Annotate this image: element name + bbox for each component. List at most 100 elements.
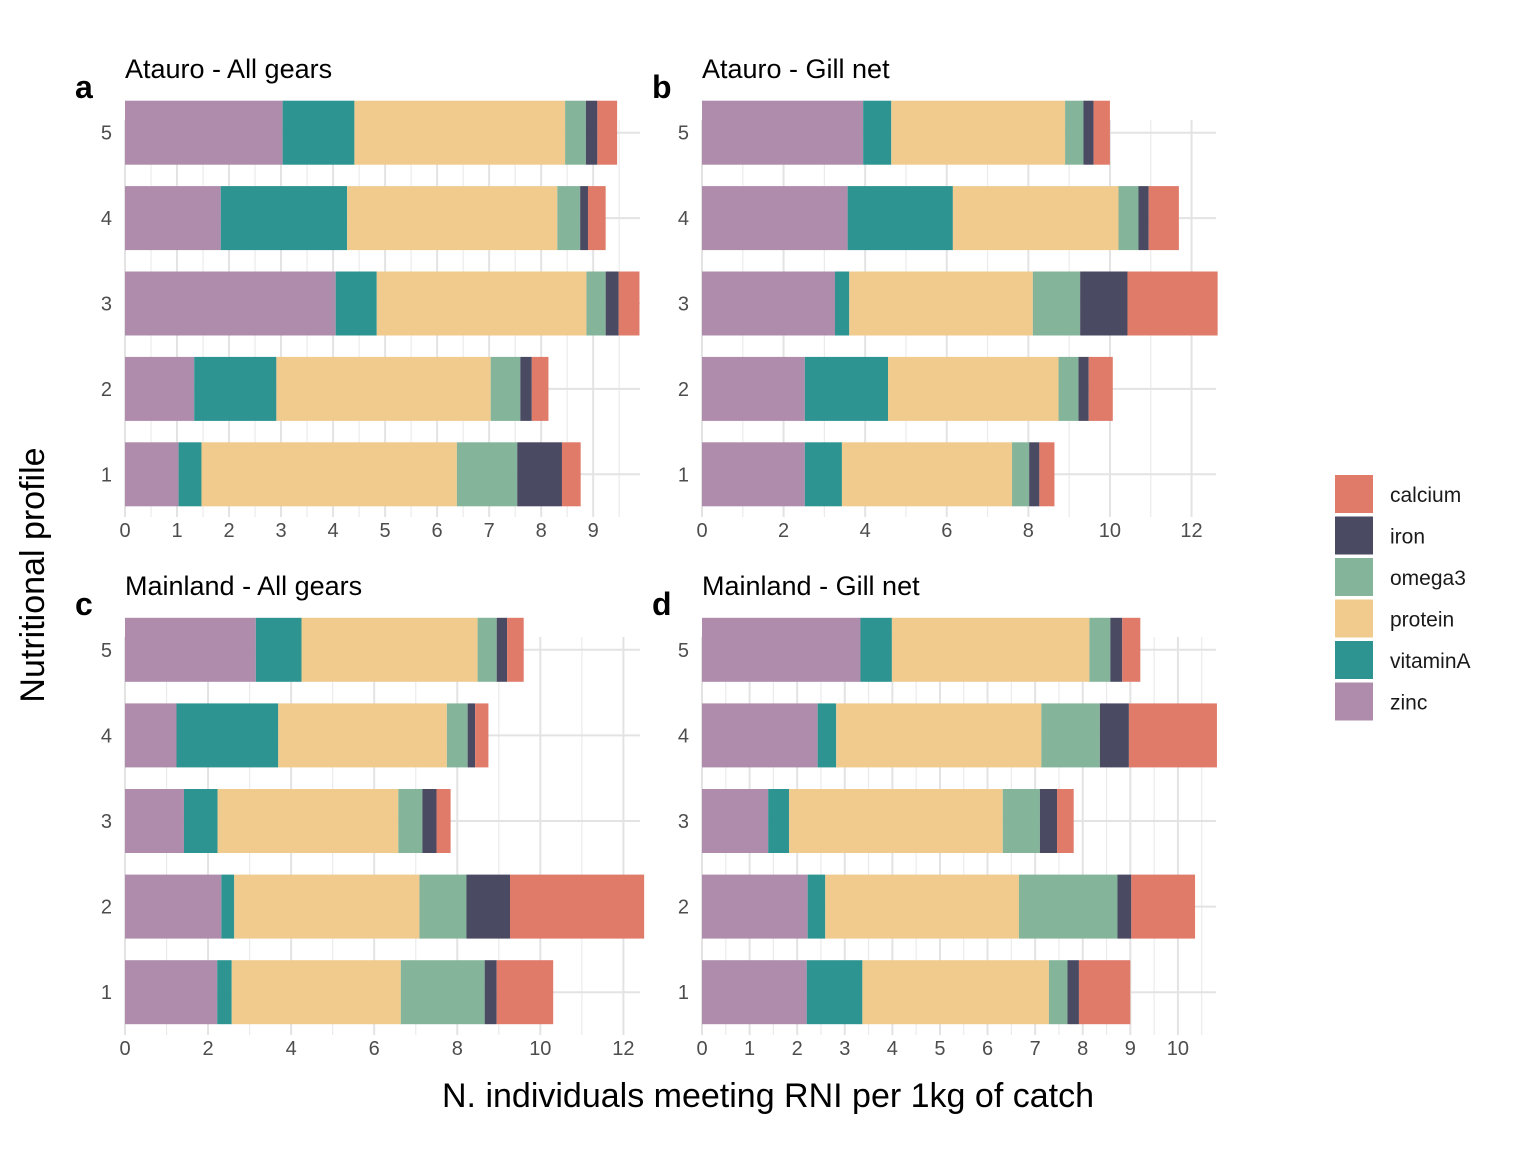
legend-label: protein (1390, 609, 1454, 632)
bar-segment-vitaminA (183, 789, 218, 853)
y-tick-label: 2 (678, 897, 689, 919)
bar-segment-vitaminA (221, 874, 235, 939)
y-tick-label: 3 (101, 811, 112, 833)
bar-segment-iron (466, 874, 511, 939)
x-tick-label: 2 (203, 1038, 214, 1060)
bar-segment-vitaminA (335, 271, 377, 336)
bar-segment-calcium (475, 703, 489, 768)
x-tick-label: 7 (484, 520, 495, 542)
bar-segment-calcium (1088, 356, 1113, 421)
bar-segment-protein (952, 186, 1119, 251)
bar-segment-omega3 (419, 874, 467, 939)
bar-segment-omega3 (1118, 186, 1139, 251)
bar-segment-calcium (510, 874, 645, 939)
bar-segment-protein (276, 356, 491, 421)
bar-segment-calcium (436, 789, 451, 853)
bar-segment-iron (1080, 271, 1128, 336)
x-tick-label: 0 (119, 520, 130, 542)
x-tick-label: 0 (119, 1038, 130, 1060)
bar-segment-iron (422, 789, 437, 853)
legend-label: zinc (1390, 692, 1427, 715)
bar-segment-zinc (125, 356, 195, 421)
bar-segment-zinc (125, 960, 218, 1025)
bar-segment-calcium (587, 186, 606, 251)
x-tick-label: 4 (328, 520, 339, 542)
legend-label: calcium (1390, 484, 1461, 507)
bar-segment-iron (1039, 789, 1058, 853)
panel-tag: a (75, 69, 93, 105)
x-tick-label: 9 (1125, 1038, 1136, 1060)
x-tick-label: 10 (529, 1038, 551, 1060)
bar-segment-protein (789, 789, 1003, 853)
x-tick-label: 4 (286, 1038, 297, 1060)
bar-segment-protein (234, 874, 420, 939)
panel-title: Mainland - All gears (125, 571, 362, 601)
bar-segment-calcium (1057, 789, 1074, 853)
bar-segment-vitaminA (282, 100, 355, 165)
panel-a: 1 2 3 4 5 0 1 2 3 4 5 6 7 8 9 Atauro - All gears a (75, 54, 640, 542)
bar-segment-iron (1067, 960, 1079, 1025)
bar-segment-vitaminA (863, 100, 892, 165)
bar-segment-iron (467, 703, 476, 768)
x-tick-label: 2 (223, 520, 234, 542)
bar-segment-calcium (1093, 100, 1110, 165)
bar-segment-calcium (496, 960, 554, 1025)
bar-segment-protein (825, 874, 1019, 939)
bar-segment-calcium (1128, 703, 1217, 768)
bar-segment-iron (1138, 186, 1149, 251)
panel-d: 1 2 3 4 5 0 1 2 3 4 5 6 7 8 9 10 Mainland - Gill net d (652, 571, 1217, 1060)
bar-segment-vitaminA (834, 271, 850, 336)
y-tick-label: 3 (678, 811, 689, 833)
legend-key-iron (1335, 516, 1373, 555)
x-tick-label: 7 (1030, 1038, 1041, 1060)
bar-segment-zinc (702, 356, 805, 421)
bar-segment-zinc (702, 271, 835, 336)
bar-segment-calcium (1131, 874, 1196, 939)
y-tick-label: 2 (678, 379, 689, 401)
x-tick-label: 8 (1077, 1038, 1088, 1060)
bar-segment-vitaminA (768, 789, 790, 853)
x-tick-label: 8 (1023, 520, 1034, 542)
bar-segment-omega3 (1002, 789, 1040, 853)
bar-segment-protein (836, 703, 1042, 768)
x-tick-label: 6 (941, 520, 952, 542)
bar-segment-iron (496, 617, 508, 682)
y-tick-label: 4 (101, 208, 112, 230)
legend-label: iron (1390, 526, 1425, 549)
panel-tag: c (75, 586, 93, 622)
bar-segment-protein (841, 442, 1013, 507)
y-axis-title: Nutritional profile (14, 447, 52, 702)
y-tick-label: 5 (101, 640, 112, 662)
bar-segment-omega3 (400, 960, 485, 1025)
x-tick-label: 4 (887, 1038, 898, 1060)
bar-segment-protein (354, 100, 566, 165)
bar-segment-vitaminA (817, 703, 837, 768)
bar-segment-calcium (507, 617, 524, 682)
bar-segment-vitaminA (178, 442, 202, 507)
bar-segment-omega3 (398, 789, 423, 853)
x-tick-label: 10 (1167, 1038, 1189, 1060)
bar-segment-protein (376, 271, 587, 336)
legend-key-calcium (1335, 475, 1373, 513)
y-tick-label: 4 (678, 725, 689, 747)
bar-segment-calcium (561, 442, 581, 507)
x-tick-label: 12 (1180, 520, 1202, 542)
bar-segment-protein (891, 617, 1090, 682)
bar-segment-iron (1029, 442, 1040, 507)
panel-tag: b (652, 69, 672, 105)
y-tick-label: 5 (678, 640, 689, 662)
bar-segment-calcium (1127, 271, 1218, 336)
bar-segment-omega3 (1058, 356, 1079, 421)
bar-segment-omega3 (1018, 874, 1118, 939)
bar-segment-protein (888, 356, 1059, 421)
bar-segment-protein (862, 960, 1049, 1025)
bar-segment-protein (231, 960, 401, 1025)
bar-segment-iron (1099, 703, 1129, 768)
bar-segment-omega3 (1065, 100, 1084, 165)
y-tick-label: 3 (678, 294, 689, 316)
bar-segment-zinc (125, 789, 184, 853)
x-tick-label: 6 (432, 520, 443, 542)
